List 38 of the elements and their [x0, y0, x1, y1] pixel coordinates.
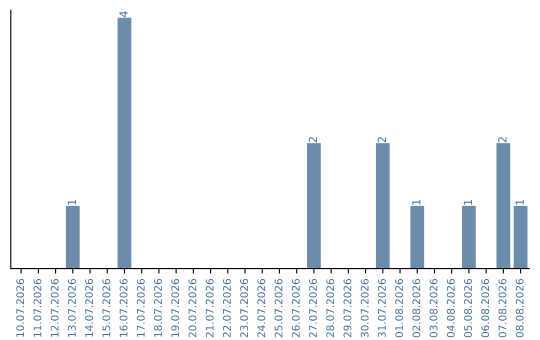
x-tick-label: 14.07.2026 — [85, 278, 94, 337]
data-label: 2 — [308, 137, 317, 142]
data-label: 2 — [378, 137, 386, 142]
x-tick-label: 22.07.2026 — [222, 278, 231, 338]
x-tick-label: 03.08.2026 — [430, 278, 438, 338]
x-tick-label: 15.07.2026 — [102, 278, 110, 337]
data-label: 1 — [516, 200, 524, 205]
x-tick-label: 04.08.2026 — [446, 278, 455, 338]
x-tick-label: 11.07.2026 — [34, 278, 42, 337]
x-tick-label: 20.07.2026 — [188, 278, 196, 338]
data-label: 2 — [498, 137, 506, 142]
x-tick-label: 21.07.2026 — [206, 278, 214, 338]
x-tick-label: 08.08.2026 — [516, 278, 524, 338]
x-tick-label: 13.07.2026 — [68, 278, 76, 337]
x-tick-label: 25.07.2026 — [274, 278, 282, 338]
x-tick-label: 05.08.2026 — [464, 278, 472, 338]
data-label: 1 — [68, 200, 76, 205]
x-tick-label: 07.08.2026 — [498, 278, 506, 338]
x-tick-label: 19.07.2026 — [171, 278, 180, 337]
x-tick-label: 06.08.2026 — [481, 278, 490, 338]
data-label: 1 — [412, 200, 420, 205]
data-label: 4 — [119, 11, 128, 18]
x-tick-label: 26.07.2026 — [292, 278, 300, 338]
x-tick-label: 18.07.2026 — [154, 278, 162, 337]
x-tick-label: 12.07.2026 — [50, 278, 59, 337]
x-tick-label: 23.07.2026 — [240, 278, 248, 338]
x-tick-label: 01.08.2026 — [395, 278, 404, 338]
x-tick-label: 02.08.2026 — [412, 278, 420, 338]
x-tick-label: 17.07.2026 — [136, 278, 145, 337]
x-tick-label: 24.07.2026 — [257, 278, 266, 338]
data-label: 1 — [464, 200, 472, 205]
x-tick-label: 28.07.2026 — [326, 278, 334, 338]
x-tick-label: 10.07.2026 — [16, 278, 24, 337]
x-tick-label: 30.07.2026 — [360, 278, 369, 338]
x-tick-label: 16.07.2026 — [120, 278, 128, 337]
x-tick-label: 31.07.2026 — [378, 278, 386, 338]
x-tick-label: 27.07.2026 — [309, 278, 317, 338]
x-tick-label: 29.07.2026 — [344, 278, 352, 338]
